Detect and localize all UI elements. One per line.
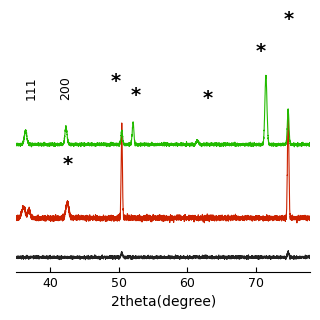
Text: *: * [62,155,72,174]
Text: 111: 111 [25,77,37,100]
Text: *: * [203,89,213,108]
X-axis label: 2theta(degree): 2theta(degree) [111,295,216,309]
Text: *: * [256,42,266,61]
Text: 200: 200 [59,76,72,100]
Text: *: * [284,10,293,29]
Text: *: * [110,72,120,91]
Text: *: * [131,86,141,105]
